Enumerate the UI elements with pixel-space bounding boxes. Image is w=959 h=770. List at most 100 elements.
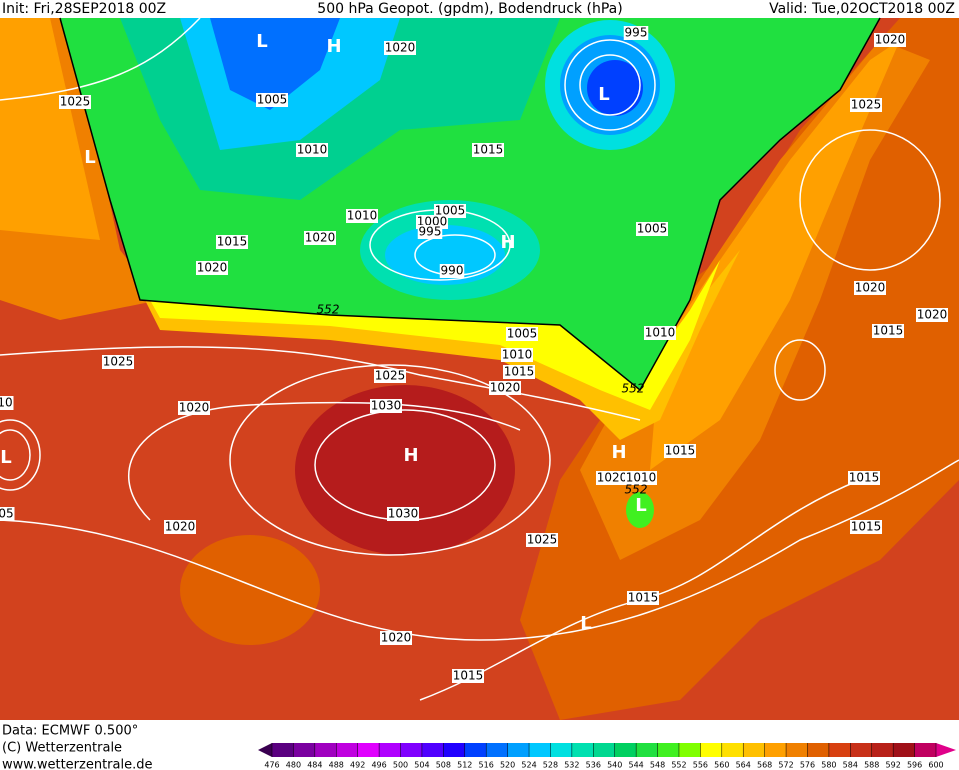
isobar-label-box <box>0 507 15 521</box>
scale-label: 532 <box>564 761 579 770</box>
url: www.wetterzentrale.de <box>2 758 152 770</box>
contour-label: 552 <box>317 303 340 317</box>
isobar-label-box <box>854 281 886 295</box>
scale-label: 556 <box>693 761 708 770</box>
scale-segment <box>721 743 744 757</box>
isobar-label-box <box>256 93 288 107</box>
isobar-label-box <box>526 533 558 547</box>
isobar-label: 1015 <box>504 365 535 379</box>
isobar-label-box <box>623 26 649 40</box>
scale-label: 576 <box>800 761 815 770</box>
pressure-center: H <box>500 232 515 253</box>
isobar-label: 995 <box>419 225 442 239</box>
scale-label: 508 <box>436 761 451 770</box>
scale-segment <box>828 743 851 757</box>
isobar-label: 1005 <box>435 204 466 218</box>
isobar-label: 1010 <box>297 143 328 157</box>
isobar-label-box <box>916 308 948 322</box>
isobar-label-box <box>346 209 378 223</box>
isobar-label-box <box>0 396 14 410</box>
valid-label: Valid: Tue,02OCT2018 00Z <box>769 1 955 17</box>
scale-label: 504 <box>414 761 429 770</box>
isobar-label-box <box>627 591 659 605</box>
pressure-center: L <box>635 495 646 516</box>
isobar-label-box <box>489 381 521 395</box>
isobar-label-box <box>374 369 406 383</box>
isobar-label: 1015 <box>873 324 904 338</box>
scale-label: 480 <box>286 761 301 770</box>
scale-segment <box>614 743 637 757</box>
scale-segment <box>657 743 680 757</box>
isobar-label-box <box>384 41 416 55</box>
scale-segment <box>421 743 444 757</box>
pressure-center: L <box>256 31 267 52</box>
isobar-label: 1020 <box>490 381 521 395</box>
isobar-label: 1020 <box>197 261 228 275</box>
scale-label: 552 <box>671 761 686 770</box>
isobar-label: 1015 <box>665 444 696 458</box>
isobar-label: 1025 <box>375 369 406 383</box>
isobar-label-box <box>102 355 134 369</box>
isobar-label: 1005 <box>257 93 288 107</box>
isobar-label: 1010 <box>502 348 533 362</box>
scale-segment <box>893 743 916 757</box>
scale-segment <box>914 743 937 757</box>
isobar-label-box <box>664 444 696 458</box>
isobar-label: 1005 <box>637 222 668 236</box>
scale-label: 520 <box>500 761 515 770</box>
contour-label: 552 <box>622 382 645 396</box>
isobar-label: 1020 <box>179 401 210 415</box>
isobar-label-box <box>848 471 880 485</box>
scale-segment <box>807 743 830 757</box>
scale-label: 568 <box>757 761 772 770</box>
scale-label: 484 <box>307 761 322 770</box>
isobar-label-box <box>380 631 412 645</box>
isobar-label-box <box>417 225 443 239</box>
scale-segment <box>379 743 402 757</box>
isobar-label-box <box>506 327 538 341</box>
scale-label: 560 <box>714 761 729 770</box>
scale-label: 592 <box>886 761 901 770</box>
scale-arrow <box>936 743 956 757</box>
scale-segment <box>272 743 294 757</box>
isobar-label: 1020 <box>305 231 336 245</box>
isobar-label-box <box>370 399 402 413</box>
scale-segment <box>593 743 616 757</box>
isobar-label-box <box>850 98 882 112</box>
isobar-label: 1020 <box>597 471 628 485</box>
isobar-label: 1015 <box>851 520 882 534</box>
scale-segment <box>314 743 337 757</box>
map-field <box>0 18 959 720</box>
contour-552 <box>59 17 881 392</box>
pressure-center: L <box>84 147 95 168</box>
scale-label: 600 <box>928 761 943 770</box>
isobar-label-box <box>625 471 657 485</box>
isobar-label-box <box>164 520 196 534</box>
isobar-label-box <box>596 471 628 485</box>
data-source: Data: ECMWF 0.500° <box>2 724 138 739</box>
isobar-label: 1020 <box>855 281 886 295</box>
isobar-label-box <box>636 222 668 236</box>
isobar-label: 1010 <box>347 209 378 223</box>
scale-segment <box>764 743 787 757</box>
scale-segment <box>357 743 380 757</box>
isobar-label: 1025 <box>60 95 91 109</box>
isobar-label: 1020 <box>165 520 196 534</box>
scale-segment <box>336 743 359 757</box>
pressure-center: L <box>0 447 11 468</box>
scale-label: 492 <box>350 761 365 770</box>
scale-segment <box>529 743 551 757</box>
isobar-label: 1025 <box>103 355 134 369</box>
scale-segment <box>507 743 530 757</box>
isobar-label: 1020 <box>875 33 906 47</box>
isobar-label-box <box>503 365 535 379</box>
color-scale: 476 480 484 488 492 496 500 504 508 512 516 520 524 5… <box>258 743 956 770</box>
scale-label: 572 <box>778 761 793 770</box>
pressure-center: H <box>326 36 341 57</box>
scale-label: 476 <box>264 761 279 770</box>
isobar-label: 1030 <box>388 507 419 521</box>
scale-segment <box>550 743 573 757</box>
scale-arrow <box>258 743 272 757</box>
